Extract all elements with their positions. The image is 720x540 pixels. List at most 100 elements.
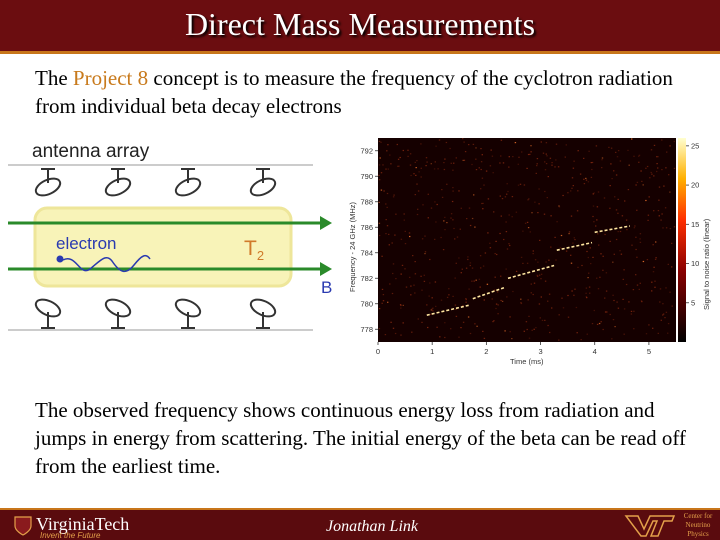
noise-pixel	[384, 334, 387, 336]
top-antenna-row	[34, 168, 277, 197]
noise-pixel	[615, 209, 618, 211]
intro-before: The	[35, 66, 73, 90]
noise-pixel	[654, 286, 656, 288]
noise-pixel	[585, 296, 588, 298]
noise-pixel	[381, 302, 383, 304]
y-tick-label: 792	[360, 146, 373, 155]
noise-pixel	[581, 264, 583, 267]
noise-pixel	[460, 327, 462, 329]
noise-pixel	[480, 267, 482, 269]
noise-pixel	[530, 151, 532, 153]
noise-pixel	[448, 288, 450, 290]
noise-pixel	[499, 232, 501, 235]
noise-pixel	[415, 167, 417, 169]
noise-pixel	[404, 268, 406, 270]
noise-pixel	[454, 277, 456, 279]
noise-pixel	[450, 162, 452, 164]
noise-pixel	[455, 262, 457, 264]
noise-pixel	[661, 169, 663, 171]
noise-pixel	[595, 145, 598, 147]
noise-pixel	[523, 330, 525, 332]
noise-pixel	[656, 170, 658, 173]
noise-pixel	[617, 307, 620, 309]
noise-pixel	[452, 295, 454, 297]
antenna-top-4	[249, 168, 277, 197]
noise-pixel	[657, 210, 660, 212]
noise-pixel	[452, 169, 454, 171]
noise-pixel	[412, 255, 414, 257]
noise-pixel	[478, 167, 480, 169]
noise-pixel	[591, 323, 594, 325]
noise-pixel	[455, 157, 457, 159]
noise-pixel	[460, 207, 462, 209]
noise-pixel	[627, 189, 630, 191]
noise-pixel	[468, 288, 470, 290]
noise-pixel	[648, 196, 650, 198]
noise-pixel	[531, 212, 533, 214]
noise-pixel	[453, 227, 455, 230]
noise-pixel	[653, 144, 656, 146]
noise-pixel	[597, 233, 599, 235]
noise-pixel	[602, 269, 604, 271]
noise-pixel	[527, 299, 529, 301]
noise-pixel	[636, 181, 639, 183]
noise-pixel	[454, 238, 456, 240]
spectrogram-area	[378, 138, 676, 342]
noise-pixel	[640, 300, 643, 302]
noise-pixel	[482, 202, 484, 204]
noise-pixel	[465, 301, 467, 303]
noise-pixel	[449, 147, 451, 150]
noise-pixel	[600, 253, 602, 255]
noise-pixel	[551, 164, 553, 166]
noise-pixel	[481, 177, 484, 179]
noise-pixel	[391, 242, 393, 244]
antenna-top-2	[104, 168, 132, 197]
noise-pixel	[465, 298, 467, 300]
noise-pixel	[407, 149, 409, 151]
antenna-bottom-4	[249, 298, 277, 329]
noise-pixel	[589, 292, 591, 294]
noise-pixel	[506, 296, 508, 298]
noise-pixel	[630, 313, 633, 315]
noise-pixel	[671, 266, 673, 268]
noise-pixel	[558, 339, 560, 341]
noise-pixel	[515, 270, 518, 272]
noise-pixel	[573, 237, 575, 239]
noise-pixel	[509, 331, 511, 333]
noise-pixel	[400, 304, 402, 307]
noise-pixel	[520, 256, 523, 258]
noise-pixel	[455, 315, 458, 317]
noise-pixel	[540, 278, 542, 280]
noise-pixel	[537, 261, 539, 263]
noise-pixel	[424, 251, 427, 253]
noise-pixel	[555, 259, 557, 261]
noise-pixel	[609, 313, 611, 316]
y-tick-label: 790	[360, 172, 373, 181]
noise-pixel	[617, 150, 620, 152]
noise-pixel	[387, 301, 389, 303]
noise-pixel	[568, 231, 571, 233]
noise-pixel	[427, 193, 429, 195]
noise-pixel	[431, 297, 433, 299]
noise-pixel	[536, 275, 539, 277]
noise-pixel	[621, 215, 624, 217]
noise-pixel	[481, 154, 483, 156]
noise-pixel	[660, 319, 662, 321]
noise-pixel	[596, 219, 598, 221]
noise-pixel	[579, 173, 582, 175]
noise-pixel	[505, 268, 507, 270]
noise-pixel	[383, 190, 385, 192]
noise-pixel	[617, 198, 619, 200]
noise-pixel	[596, 206, 599, 208]
noise-pixel	[564, 156, 566, 158]
noise-pixel	[473, 194, 475, 196]
noise-pixel	[654, 280, 656, 282]
noise-pixel	[547, 324, 549, 327]
noise-pixel	[490, 149, 492, 151]
noise-pixel	[587, 181, 590, 183]
noise-pixel	[558, 314, 560, 316]
noise-pixel	[402, 322, 404, 324]
noise-pixel	[474, 226, 476, 228]
noise-pixel	[482, 265, 485, 267]
noise-pixel	[555, 143, 558, 145]
